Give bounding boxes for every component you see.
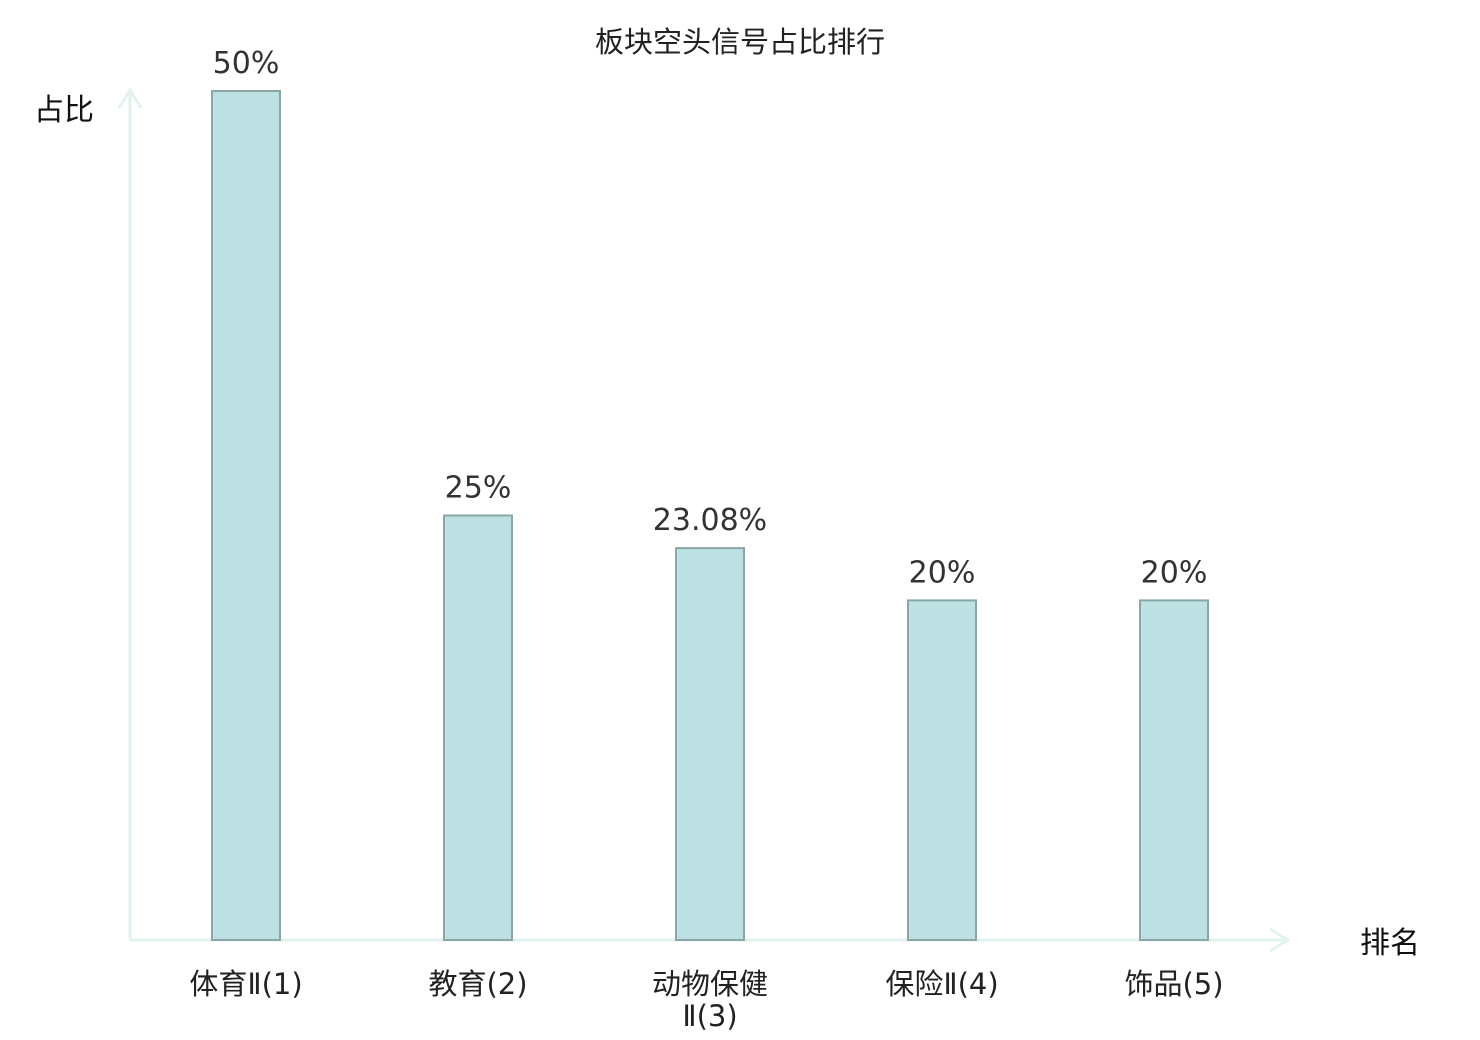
- value-label-3: 23.08%: [653, 503, 767, 538]
- value-label-5: 20%: [1141, 555, 1208, 590]
- value-labels-group: 50% 25% 23.08% 20% 20%: [213, 46, 1208, 590]
- bar-1: [211, 90, 281, 941]
- bar-2: [443, 514, 513, 941]
- value-label-4: 20%: [909, 555, 976, 590]
- value-label-2: 25%: [445, 471, 512, 506]
- category-label-2: 教育(2): [428, 967, 527, 1001]
- category-label-3-line-1: 动物保健: [652, 967, 768, 1001]
- chart-title: 板块空头信号占比排行: [595, 25, 885, 59]
- category-label-3-line-2: Ⅱ(3): [682, 999, 737, 1033]
- category-label-5: 饰品(5): [1124, 967, 1223, 1001]
- category-label-4: 保险Ⅱ(4): [885, 967, 998, 1001]
- bar-4: [907, 599, 977, 942]
- x-axis-label: 排名: [1360, 926, 1420, 961]
- bar-3: [675, 547, 745, 942]
- x-axis-arrow: [1269, 927, 1291, 953]
- bars-group: [211, 90, 1209, 942]
- bar-5: [1139, 599, 1209, 942]
- y-axis-arrow: [117, 87, 143, 109]
- y-axis-label: 占比: [34, 93, 94, 128]
- category-label-1: 体育Ⅱ(1): [189, 967, 302, 1001]
- value-label-1: 50%: [213, 46, 280, 81]
